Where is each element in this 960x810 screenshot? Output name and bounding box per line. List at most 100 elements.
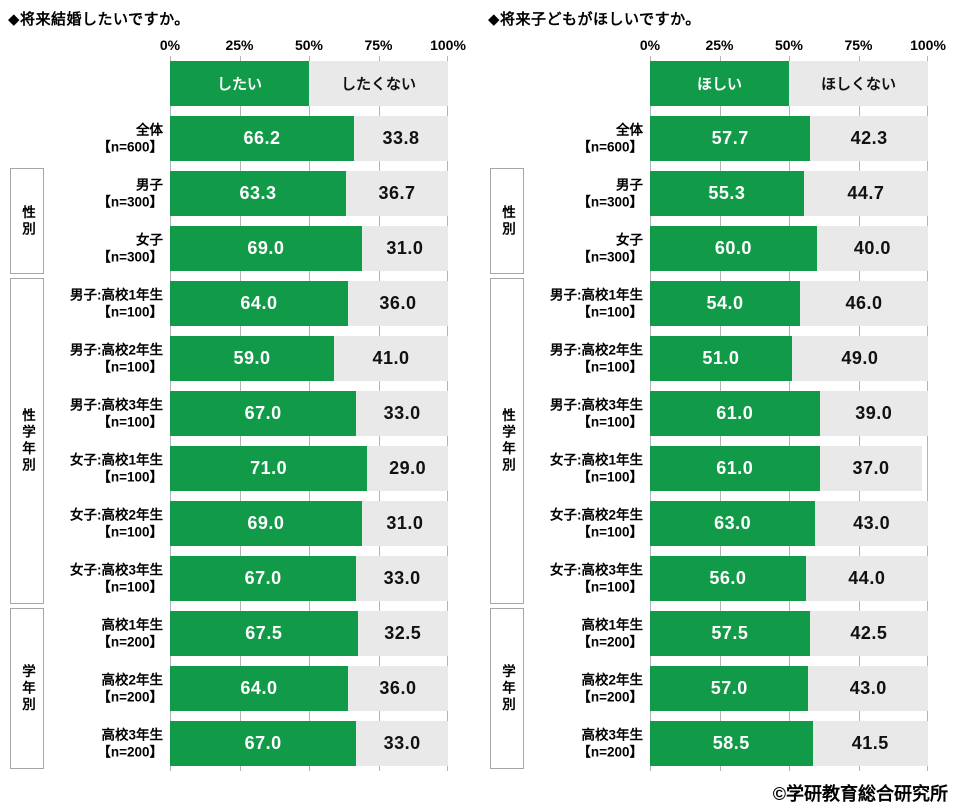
row-label-n: 【n=600】 <box>577 139 643 155</box>
row-label: 女子 【n=300】 <box>97 231 163 266</box>
row-label-name: 女子:高校2年生 <box>549 506 643 522</box>
bar-value-yes: 63.3 <box>239 183 277 203</box>
chart-title: ◆将来子どもがほしいですか。 <box>488 11 701 28</box>
bar-value-no: 31.0 <box>386 238 424 258</box>
row-label-name: 男子:高校1年生 <box>549 286 643 302</box>
bar-row: 男子:高校1年生 【n=100】 64.0 36.0 <box>70 281 448 326</box>
axis-tick-label: 75% <box>844 37 873 53</box>
bar-value-yes: 64.0 <box>240 678 278 698</box>
axis: 0% 25% 50% 75% 100% <box>640 37 946 61</box>
row-label-name: 男子:高校2年生 <box>69 341 163 357</box>
bar-segment-yes: 54.0 <box>650 281 801 326</box>
bar-row: 女子:高校3年生【n=100】 67.0 33.0 <box>70 556 448 601</box>
bar-segment-no: 36.0 <box>347 666 448 711</box>
bar-segment-no: 43.0 <box>815 501 928 546</box>
bar-value-no: 31.0 <box>386 513 424 533</box>
row-label-n: 【n=200】 <box>97 744 163 760</box>
bar-value-no: 37.0 <box>852 458 890 478</box>
row-label-n: 【n=600】 <box>97 139 163 155</box>
group-label-box: 学年別 <box>10 608 44 769</box>
bar-segment-no: 29.0 <box>367 446 448 491</box>
bar-value-yes: 57.5 <box>711 623 749 643</box>
row-label-n: 【n=200】 <box>577 634 643 650</box>
legend-no: したくない <box>309 61 448 106</box>
bar-value-no: 43.0 <box>853 513 891 533</box>
bar-value-no: 36.0 <box>379 293 417 313</box>
bar-value-yes: 67.0 <box>244 733 282 753</box>
row-label: 高校1年生【n=200】 <box>97 616 163 651</box>
bar-segment-yes: 67.0 <box>170 391 357 436</box>
legend-yes-label: ほしい <box>696 76 742 93</box>
axis-tick-label: 0% <box>159 37 181 53</box>
legend-row: したい したくない <box>170 61 448 106</box>
bar-row: 全体 【n=600】 66.2 33.8 <box>97 116 448 161</box>
bar-segment-yes: 64.0 <box>170 281 348 326</box>
bar-value-no: 44.0 <box>848 568 886 588</box>
row-label: 男子:高校3年生【n=100】 <box>550 396 643 431</box>
axis-tick-label: 100% <box>430 37 466 53</box>
bar-segment-no: 42.3 <box>810 116 928 161</box>
plot-area: したい したくない 全体 【n=600】 66.2 33.8 男子 【n=300】 63.3 36… <box>10 56 448 771</box>
row-label-name: 全体 <box>136 121 163 137</box>
bar-row: 女子:高校3年生【n=100】 56.0 44.0 <box>550 556 928 601</box>
bar-segment-yes: 66.2 <box>170 116 355 161</box>
row-label-name: 男子:高校3年生 <box>549 396 643 412</box>
bar-row: 男子:高校1年生 【n=100】 54.0 46.0 <box>550 281 928 326</box>
bar-value-yes: 57.0 <box>710 678 748 698</box>
bar-value-yes: 71.0 <box>250 458 288 478</box>
row-label-name: 女子:高校3年生 <box>69 561 163 577</box>
row-label-n: 【n=100】 <box>577 414 643 430</box>
bar-segment-yes: 67.0 <box>170 556 357 601</box>
row-label-n: 【n=200】 <box>577 689 643 705</box>
bar-value-no: 36.0 <box>379 678 417 698</box>
bar-segment-yes: 69.0 <box>170 226 362 271</box>
bar-segment-yes: 55.3 <box>650 171 804 216</box>
bar-row: 男子:高校3年生 【n=100】 61.0 39.0 <box>550 391 928 436</box>
bar-segment-no: 49.0 <box>791 336 928 381</box>
bar-value-no: 46.0 <box>845 293 883 313</box>
row-label-n: 【n=200】 <box>97 634 163 650</box>
bar-segment-yes: 69.0 <box>170 501 362 546</box>
bar-row: 高校2年生 【n=200】 57.0 43.0 <box>577 666 928 711</box>
row-label-n: 【n=100】 <box>577 579 643 595</box>
bar-value-no: 33.0 <box>383 568 421 588</box>
row-label: 男子:高校2年生 【n=100】 <box>70 341 163 376</box>
row-label-name: 女子:高校3年生 <box>549 561 643 577</box>
plot-area: ほしい ほしくない 全体 【n=600】 57.7 42.3 男子 【n=300】 55.3 44… <box>490 56 928 771</box>
row-label: 全体【n=600】 <box>577 121 643 156</box>
bar-segment-no: 46.0 <box>800 281 928 326</box>
bar-segment-yes: 67.0 <box>170 721 357 766</box>
row-label: 女子:高校2年生 【n=100】 <box>70 506 163 541</box>
bar-value-yes: 66.2 <box>243 128 281 148</box>
bar-segment-yes: 56.0 <box>650 556 806 601</box>
bar-segment-yes: 57.0 <box>650 666 809 711</box>
row-label-name: 女子:高校1年生 <box>549 451 643 467</box>
row-label-name: 全体 <box>616 121 643 137</box>
bar-value-yes: 67.0 <box>244 403 282 423</box>
bar-segment-no: 33.0 <box>356 721 448 766</box>
row-label-n: 【n=300】 <box>97 194 163 210</box>
row-label-n: 【n=100】 <box>97 579 163 595</box>
row-label-name: 高校1年生 <box>101 616 163 632</box>
bar-segment-yes: 71.0 <box>170 446 368 491</box>
row-label-name: 男子:高校3年生 <box>69 396 163 412</box>
row-label-name: 女子 <box>616 231 643 247</box>
bar-value-yes: 58.5 <box>712 733 750 753</box>
row-label-name: 男子:高校1年生 <box>69 286 163 302</box>
legend-yes: ほしい <box>650 61 789 106</box>
bar-value-yes: 64.0 <box>240 293 278 313</box>
group-label-box: 性学年別 <box>490 278 524 604</box>
row-label: 男子:高校1年生 【n=100】 <box>70 286 163 321</box>
legend-no: ほしくない <box>789 61 928 106</box>
row-label-name: 男子 <box>616 176 643 192</box>
bar-row: 男子 【n=300】 63.3 36.7 <box>97 171 448 216</box>
row-label-name: 女子:高校2年生 <box>69 506 163 522</box>
bar-row: 男子 【n=300】 55.3 44.7 <box>577 171 928 216</box>
bar-value-yes: 63.0 <box>714 513 752 533</box>
bar-value-yes: 61.0 <box>716 458 754 478</box>
bar-segment-yes: 63.0 <box>650 501 816 546</box>
bar-segment-yes: 58.5 <box>650 721 813 766</box>
bar-value-no: 42.5 <box>850 623 888 643</box>
row-label: 男子:高校3年生 【n=100】 <box>70 396 163 431</box>
bar-segment-no: 41.0 <box>334 336 448 381</box>
